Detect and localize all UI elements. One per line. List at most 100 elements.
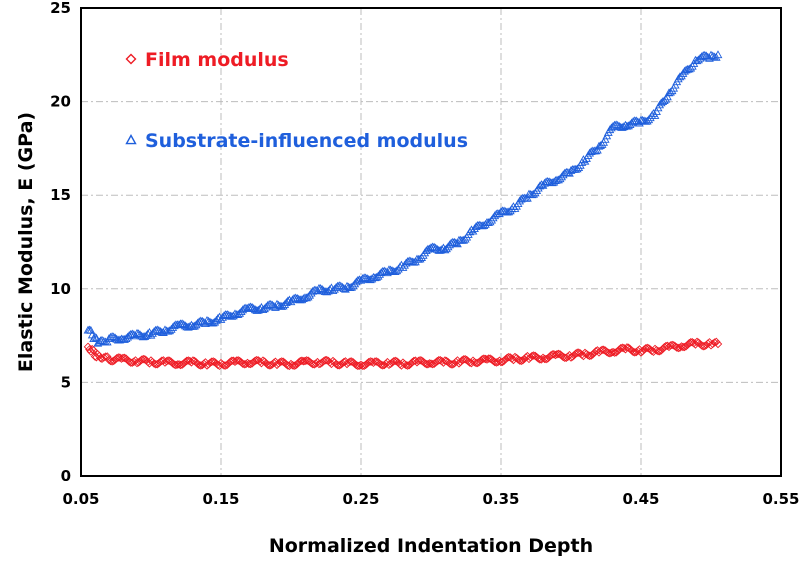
data-point [703, 52, 713, 61]
data-point [317, 284, 327, 293]
data-point [684, 64, 694, 73]
y-tick-label: 20 [50, 93, 71, 111]
data-point [336, 281, 346, 290]
data-point [647, 346, 657, 356]
data-point [179, 320, 189, 328]
y-tick-label: 0 [61, 467, 71, 485]
data-point [516, 356, 526, 366]
x-tick-label: 0.25 [342, 490, 379, 508]
data-point [524, 354, 534, 364]
data-point [204, 316, 213, 325]
data-point [120, 334, 129, 343]
series-film-modulus [83, 337, 723, 371]
data-point [109, 332, 119, 341]
data-point [232, 356, 241, 365]
data-point [118, 353, 128, 363]
x-tick-label: 0.05 [62, 490, 99, 508]
data-point [258, 305, 268, 314]
data-point [659, 96, 669, 105]
data-point [238, 359, 248, 368]
data-point [499, 356, 509, 365]
data-point [267, 300, 277, 309]
data-point [555, 174, 565, 183]
data-point [572, 348, 582, 357]
data-point [272, 299, 282, 308]
data-point [197, 316, 207, 325]
data-point [249, 304, 259, 312]
legend-marker-substrate-influenced-modulus [125, 134, 137, 145]
data-point [316, 284, 325, 292]
data-point [516, 194, 526, 203]
data-point [174, 320, 184, 329]
data-point [134, 329, 143, 338]
data-point [708, 51, 718, 60]
legend-label-film-modulus: Film modulus [145, 49, 289, 71]
data-point [551, 350, 560, 360]
data-point [90, 332, 100, 341]
data-point [110, 333, 120, 342]
data-point [221, 361, 230, 370]
data-point [650, 111, 660, 119]
data-point [502, 353, 512, 363]
data-point [652, 107, 661, 115]
data-point [345, 357, 355, 366]
data-point [250, 356, 260, 366]
data-point [434, 356, 444, 365]
data-point [299, 357, 308, 366]
data-point [277, 302, 287, 310]
data-point [92, 333, 101, 342]
data-point [129, 330, 139, 339]
data-point [496, 207, 506, 216]
data-point [552, 350, 562, 359]
data-point [701, 51, 711, 60]
data-point [426, 359, 436, 368]
data-point [700, 50, 710, 59]
data-point [376, 360, 386, 370]
data-point [86, 347, 96, 356]
data-point [431, 243, 441, 252]
data-point [628, 117, 638, 125]
data-point [649, 347, 658, 357]
data-point [484, 354, 493, 363]
data-point [376, 268, 386, 276]
data-point [713, 339, 723, 349]
plot-frame [80, 7, 782, 477]
data-point [281, 298, 291, 307]
y-tick-label: 15 [50, 186, 71, 204]
y-tick-label: 10 [50, 280, 71, 298]
data-point [534, 354, 543, 363]
data-point [527, 190, 537, 199]
legend-label-substrate-influenced-modulus: Substrate-influenced modulus [145, 130, 468, 152]
data-point [392, 266, 402, 275]
data-point [266, 299, 276, 308]
data-point [515, 356, 524, 365]
data-point [541, 354, 551, 364]
data-point [263, 301, 273, 309]
data-point [593, 145, 602, 154]
data-point [403, 361, 412, 370]
data-point [300, 356, 310, 366]
data-point [194, 360, 204, 370]
data-point [435, 245, 445, 254]
data-point [90, 352, 100, 361]
data-point [247, 302, 257, 311]
data-point [182, 356, 192, 366]
data-point [99, 353, 108, 362]
data-point [658, 97, 668, 106]
data-point [571, 164, 581, 173]
x-axis-ticks: 0.05 0.15 0.25 0.35 0.45 0.55 [62, 490, 799, 508]
data-point [560, 168, 570, 177]
data-point [656, 98, 666, 107]
data-point [664, 88, 674, 97]
data-point [442, 244, 451, 253]
x-tick-label: 0.55 [762, 490, 799, 508]
data-point [697, 52, 707, 61]
data-point [613, 120, 623, 129]
data-point [207, 357, 216, 366]
data-point [390, 267, 400, 275]
data-point [597, 345, 607, 355]
data-point [358, 274, 367, 283]
data-point [154, 325, 164, 334]
data-point [663, 92, 672, 101]
data-point [219, 311, 229, 319]
